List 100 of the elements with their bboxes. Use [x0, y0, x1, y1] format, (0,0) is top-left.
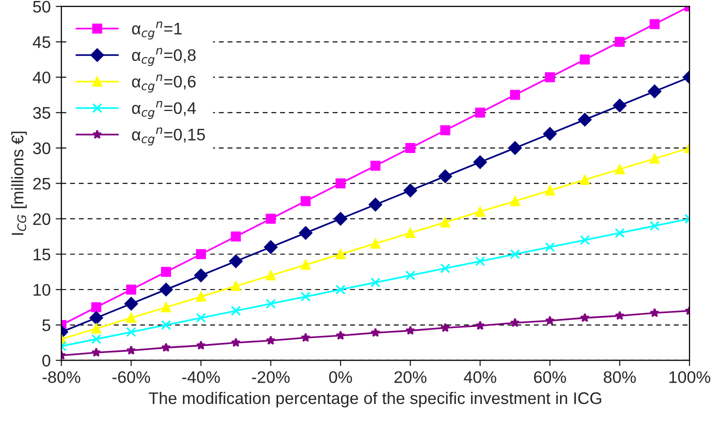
point [614, 36, 625, 47]
point [580, 235, 590, 246]
x-tick-label: 100% [669, 371, 710, 384]
point [545, 316, 555, 325]
point [196, 312, 206, 323]
legend-label: α$_{cg}$$^{n}$=0,6 [132, 74, 196, 93]
point [405, 143, 416, 154]
point [230, 231, 241, 242]
point [196, 292, 206, 302]
point [650, 308, 660, 318]
x-tick-label: 60% [534, 371, 566, 384]
point [614, 228, 625, 238]
point [406, 326, 416, 335]
point [543, 127, 557, 141]
y-tick-label: 20 [33, 213, 50, 225]
point [544, 72, 555, 82]
point [336, 249, 346, 260]
point [578, 112, 592, 126]
point [404, 184, 418, 198]
point [580, 174, 590, 185]
y-tick-label: 25 [33, 178, 50, 190]
y-tick-label: 10 [34, 284, 50, 296]
point [91, 334, 102, 344]
point [336, 178, 346, 188]
legend-label: α$_{cg}$$^{n}$=1 [132, 21, 182, 40]
point [370, 160, 380, 171]
point [126, 345, 136, 355]
point [91, 302, 102, 312]
point [230, 281, 241, 292]
point [508, 141, 522, 155]
point [126, 327, 136, 338]
point [405, 228, 416, 238]
point [438, 170, 452, 184]
point [159, 282, 173, 296]
point [650, 19, 660, 30]
x-axis-title: The modification percentage of the specific investment in ICG [148, 392, 602, 408]
point [580, 54, 590, 65]
point [440, 217, 450, 228]
x-tick-label: -60% [112, 371, 150, 384]
point [510, 90, 520, 100]
point [298, 226, 312, 240]
point [370, 277, 380, 288]
point [336, 330, 346, 340]
point [264, 240, 278, 254]
y-tick-label: 35 [33, 107, 50, 119]
x-tick-label: 80% [604, 371, 636, 384]
point [370, 238, 380, 249]
point [300, 332, 310, 342]
point [475, 108, 486, 118]
point [229, 254, 243, 268]
point [300, 292, 311, 302]
x-tick-label: 20% [394, 371, 426, 384]
x-tick-label: -20% [252, 371, 290, 384]
point [266, 214, 276, 224]
point [300, 196, 311, 206]
point [300, 260, 311, 270]
y-tick-label: 15 [34, 248, 50, 260]
point [370, 328, 380, 337]
point [368, 198, 382, 212]
point [90, 311, 103, 325]
point [336, 284, 346, 295]
point [266, 270, 276, 280]
point [266, 298, 276, 309]
point [510, 249, 520, 260]
legend-label: α$_{cg}$$^{n}$=0,15 [132, 127, 205, 146]
point [194, 268, 208, 282]
point [440, 263, 450, 274]
y-tick-label: 5 [42, 320, 50, 332]
point [230, 306, 241, 316]
point [196, 249, 206, 260]
point [544, 185, 555, 196]
y-tick-label: 45 [32, 36, 50, 48]
point [614, 164, 625, 174]
point [266, 336, 276, 345]
y-tick-label: 30 [33, 142, 50, 154]
point [196, 340, 206, 350]
x-tick-label: -40% [182, 371, 220, 384]
point [475, 206, 486, 217]
point [440, 125, 450, 136]
point [91, 324, 102, 334]
point [334, 212, 348, 226]
point [475, 320, 485, 330]
y-tick-label: 0 [42, 354, 50, 367]
point [124, 297, 138, 310]
point [126, 284, 136, 295]
point [161, 320, 172, 330]
point [91, 348, 102, 357]
point [510, 196, 520, 206]
point [580, 312, 590, 322]
point [161, 266, 172, 277]
point [614, 310, 625, 320]
point [161, 302, 172, 312]
legend-label: α$_{cg}$$^{n}$=0,4 [132, 100, 196, 120]
point [231, 338, 241, 347]
y-tick-label: 40 [32, 72, 50, 84]
point [440, 322, 450, 332]
point [161, 342, 171, 352]
point [612, 98, 626, 112]
y-axis-title: I$_{CG}$ [millions €] [11, 132, 27, 235]
point [650, 154, 660, 164]
